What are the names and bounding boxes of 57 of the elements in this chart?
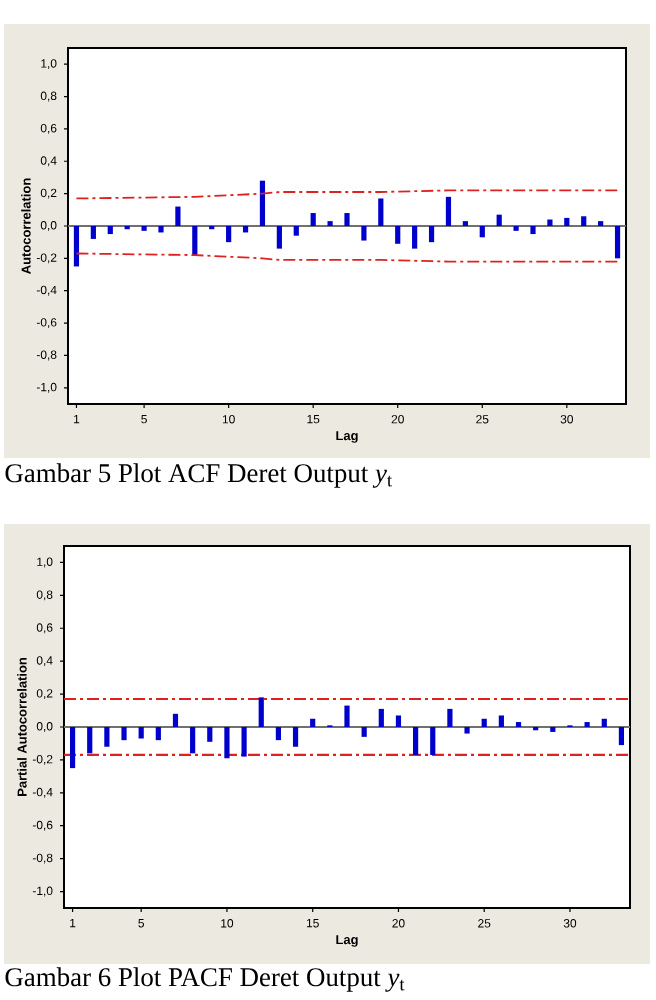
bar <box>618 726 625 746</box>
bar <box>481 718 487 727</box>
bar <box>378 198 384 226</box>
bar <box>192 225 198 256</box>
bar <box>104 726 110 747</box>
bar <box>155 726 161 741</box>
bar <box>513 225 519 231</box>
bar <box>310 213 316 226</box>
bar <box>498 715 504 727</box>
bar <box>226 225 232 243</box>
bar <box>121 726 127 741</box>
bar <box>107 225 113 235</box>
bar <box>73 225 80 267</box>
bar <box>581 216 587 226</box>
text: Gambar 5 Plot ACF Deret Output y$_{t}$ <box>5 463 393 488</box>
bar <box>87 726 93 754</box>
text: Gambar 6 Plot PACF Deret Output y$_{t}$ <box>5 967 405 992</box>
bar <box>479 225 485 238</box>
bar <box>310 718 316 727</box>
bar <box>496 214 502 226</box>
bar <box>141 225 147 231</box>
bar <box>464 726 470 734</box>
bar <box>361 726 367 737</box>
bar <box>395 225 401 244</box>
bar <box>258 697 264 727</box>
bar <box>614 225 621 259</box>
bar <box>344 213 350 226</box>
bar <box>361 225 367 241</box>
bar <box>395 715 402 727</box>
bar <box>293 225 299 236</box>
bar <box>175 206 181 226</box>
bar <box>530 225 536 235</box>
bar <box>172 713 179 727</box>
bar <box>224 726 230 759</box>
bar <box>207 726 213 742</box>
bar <box>428 225 435 243</box>
bar <box>190 726 196 754</box>
bar <box>241 726 247 757</box>
bar <box>550 726 556 732</box>
bar <box>158 225 164 233</box>
bar <box>447 708 453 727</box>
bar <box>292 726 299 747</box>
bar <box>138 726 144 739</box>
bar <box>445 196 452 226</box>
bar <box>601 718 607 727</box>
bar <box>90 225 96 239</box>
bar <box>276 225 282 249</box>
bar <box>259 180 266 226</box>
bar <box>412 225 418 249</box>
bar <box>275 726 281 741</box>
bar <box>378 708 384 727</box>
bar <box>344 705 350 727</box>
bar <box>413 726 419 755</box>
bar <box>547 219 553 226</box>
bar <box>430 726 436 755</box>
bar <box>69 726 76 769</box>
bar <box>564 217 570 226</box>
